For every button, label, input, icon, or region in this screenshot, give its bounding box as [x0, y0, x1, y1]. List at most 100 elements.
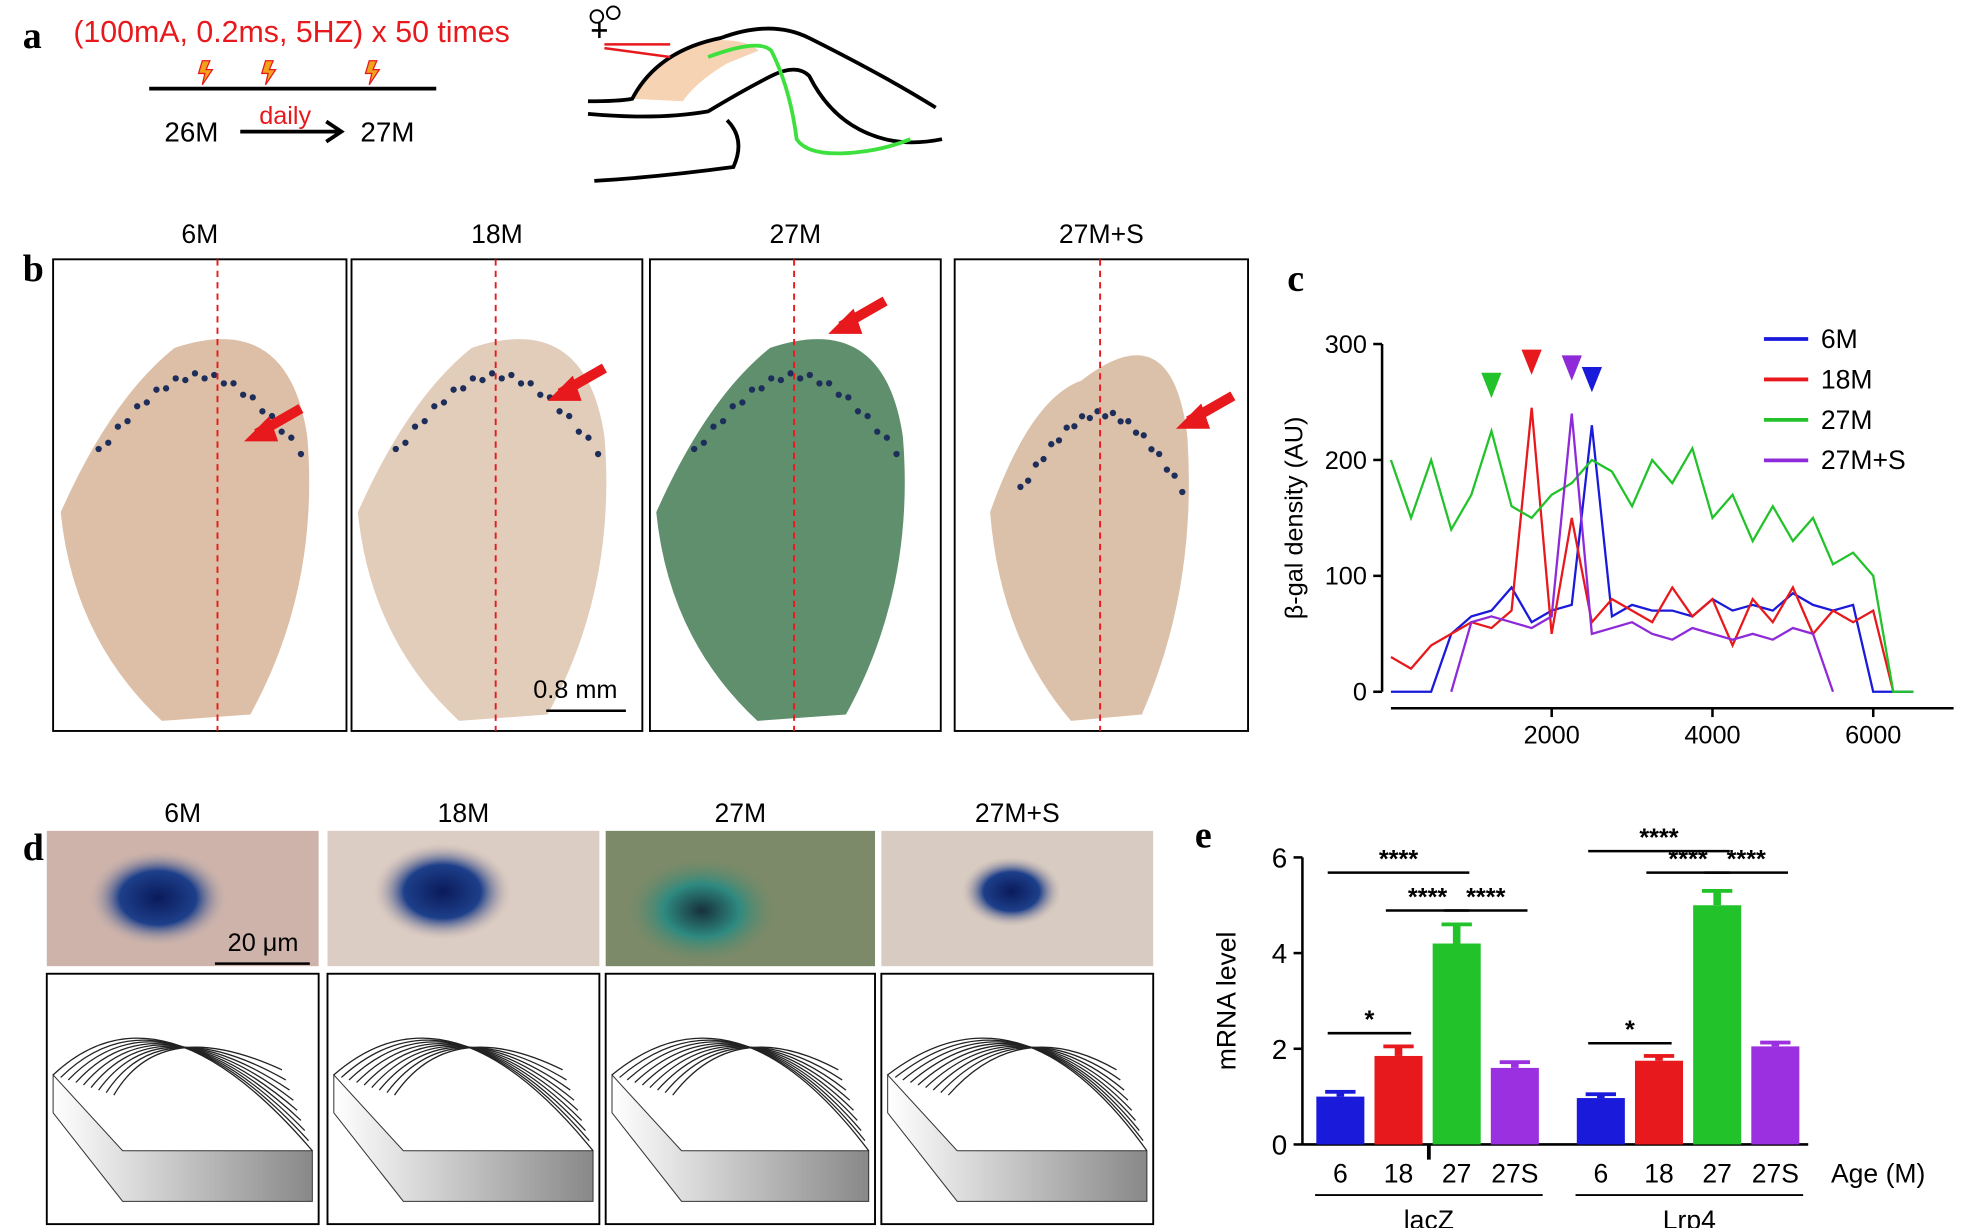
x-tick-label: 2000	[1524, 722, 1580, 750]
endplate-dot	[700, 439, 707, 446]
endplate-stain	[88, 849, 228, 947]
surface-plot	[887, 1037, 1148, 1202]
data-line	[1390, 407, 1895, 693]
endplate-dot	[537, 391, 544, 398]
endplate-dot	[556, 408, 563, 415]
x-tick-label: 6	[1333, 1158, 1348, 1188]
panel-title: 27M	[770, 219, 822, 249]
y-tick-label: 4	[1272, 938, 1287, 969]
endplate-dot	[1117, 418, 1124, 425]
endplate-dot	[249, 394, 256, 401]
bar	[1316, 1096, 1365, 1145]
endplate-dot	[421, 417, 428, 425]
endplate-dot	[729, 403, 736, 410]
muscle-image	[60, 339, 310, 721]
muscle-image	[990, 355, 1189, 721]
endplate-dot	[854, 408, 862, 415]
endplate-dot	[1140, 432, 1147, 439]
peak-marker	[1521, 349, 1542, 375]
error-bar	[1452, 924, 1461, 944]
x-tick-label: 27	[1702, 1158, 1732, 1188]
x-tick-label: 27S	[1491, 1158, 1538, 1188]
endplate-dot	[1024, 477, 1032, 484]
y-tick-label: 200	[1325, 447, 1367, 475]
group-label: lacZ	[1404, 1205, 1454, 1228]
surface-contour	[657, 1046, 847, 1091]
endplate-dot	[278, 428, 285, 435]
surface-contour	[98, 1046, 290, 1091]
panel-title: 6M	[181, 219, 218, 249]
peak-marker	[1481, 372, 1502, 399]
error-bar	[1597, 1094, 1605, 1099]
endplate-dot	[182, 376, 189, 384]
bar	[1693, 905, 1742, 1145]
endplate-dot	[1055, 437, 1063, 444]
x-tick-label: 27	[1442, 1158, 1472, 1188]
peak-marker	[1581, 367, 1603, 393]
endplate-dot	[411, 423, 419, 430]
group-label: Lrp4	[1663, 1205, 1716, 1228]
endplate-dot	[835, 391, 842, 398]
muscle-image	[656, 339, 905, 721]
endplate-dot	[220, 380, 228, 387]
red-arrow-head	[828, 308, 863, 334]
endplate-dot	[758, 385, 765, 392]
endplate-dot	[297, 450, 305, 458]
endplate-dot	[450, 386, 457, 393]
y-axis-label: mRNA level	[1211, 932, 1241, 1071]
surface-plot	[52, 1037, 313, 1202]
endplate-band	[392, 370, 602, 458]
surface-contour	[393, 1046, 563, 1096]
y-tick-label: 2	[1272, 1034, 1287, 1065]
endplate-dot	[143, 399, 150, 406]
endplate-dot	[1156, 450, 1163, 458]
endplate-dot	[508, 371, 515, 379]
mouse-diagram	[587, 5, 943, 183]
endplate-dot	[1086, 414, 1093, 422]
endplate-band	[95, 370, 305, 458]
legend-label: 27M+S	[1821, 445, 1906, 475]
arrow	[240, 119, 345, 144]
endplate-dot	[719, 417, 727, 425]
surface-contour	[113, 1046, 283, 1096]
endplate-dot	[527, 380, 534, 387]
endplate-dot	[479, 376, 486, 384]
endplate-stain	[961, 856, 1063, 927]
endplate-dot	[402, 439, 409, 446]
endplate-dot	[1071, 423, 1078, 430]
panel-title: 27M+S	[975, 798, 1060, 828]
muscle-image	[357, 339, 607, 721]
endplate-dot	[748, 386, 756, 393]
endplate-dot	[691, 445, 698, 453]
endplate-dot	[498, 375, 505, 382]
error-cap	[1701, 889, 1733, 893]
lightning-icons	[197, 60, 381, 86]
endplate-dot	[392, 445, 399, 453]
bar	[1751, 1046, 1800, 1145]
endplate-dot	[1063, 424, 1070, 431]
y-tick-label: 0	[1272, 1130, 1287, 1161]
y-tick-label: 300	[1325, 331, 1367, 359]
bar	[1432, 943, 1481, 1145]
red-arrow-head	[1175, 403, 1211, 429]
error-cap	[1643, 1054, 1675, 1058]
x-tick-label: 27S	[1752, 1158, 1799, 1188]
endplate-dot	[585, 434, 592, 441]
endplate-dot	[95, 445, 102, 453]
legend-label: 18M	[1821, 364, 1873, 394]
endplate-stain	[625, 857, 778, 964]
endplate-dot	[575, 428, 582, 435]
endplate-dot	[594, 450, 602, 458]
start-label: 26M	[164, 117, 218, 148]
endplate-dot	[1017, 483, 1024, 491]
panel-title: 27M+S	[1059, 219, 1144, 249]
legend-label: 6M	[1821, 324, 1858, 354]
y-tick-label: 6	[1272, 843, 1287, 874]
surface-contour	[947, 1046, 1117, 1096]
endplate-stain	[373, 842, 513, 941]
endplate-dot	[1148, 446, 1155, 453]
panel-title: 6M	[164, 798, 201, 828]
significance-label: ****	[1668, 846, 1707, 874]
error-bar	[1713, 890, 1721, 906]
